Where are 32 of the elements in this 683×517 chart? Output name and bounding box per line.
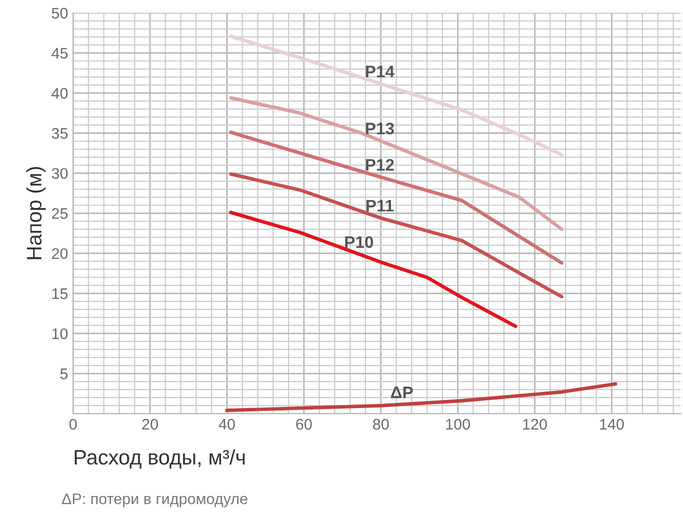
y-tick-label: 20 [52, 248, 68, 260]
y-tick-label: 25 [52, 208, 68, 219]
line-series [229, 96, 564, 232]
x-tick-label: 0 [69, 418, 77, 430]
line-series [229, 210, 518, 328]
y-tick-label: 10 [52, 328, 68, 340]
text: ΔP: потери в гидромодуле [62, 494, 248, 508]
line-series [229, 172, 564, 298]
y-tick-label: 5 [60, 368, 68, 380]
series-label: P11 [366, 200, 394, 212]
x-tick-label: 80 [373, 418, 389, 430]
line-series [229, 34, 564, 156]
x-tick-label: 20 [142, 418, 158, 430]
series-label: P12 [366, 158, 394, 171]
y-tick-label: 15 [52, 288, 68, 300]
series-label: ΔP [390, 386, 413, 398]
series-label: P10 [345, 236, 374, 248]
y-tick-label: 30 [52, 168, 68, 179]
y-tick-label: 45 [52, 48, 68, 59]
x-axis-title: Расход воды, м³/ч [74, 449, 245, 469]
y-axis-title: Напор (м) [26, 167, 46, 260]
series-label: P13 [366, 122, 394, 134]
y-tick-label: 50 [52, 8, 68, 19]
y-tick-label: 35 [52, 128, 68, 139]
x-tick-label: 100 [446, 418, 470, 430]
x-tick-label: 40 [218, 418, 235, 430]
line-series [225, 382, 618, 412]
y-tick-label: 40 [52, 88, 68, 99]
x-tick-label: 120 [523, 418, 547, 430]
x-tick-label: 60 [296, 418, 312, 430]
x-tick-label: 140 [600, 418, 624, 430]
series-label: P14 [366, 66, 394, 78]
